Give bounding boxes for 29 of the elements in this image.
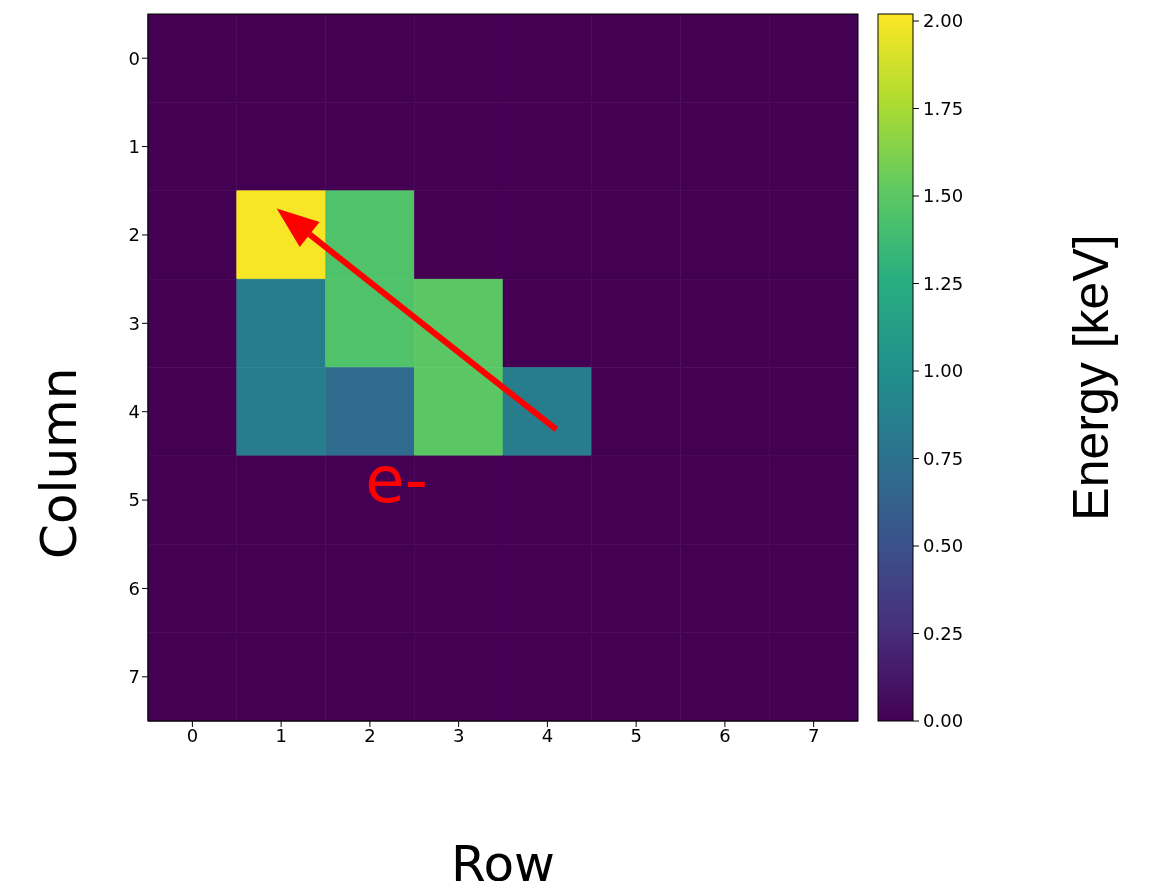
x-tick-label: 6 [719,724,731,746]
y-tick-label: 5 [128,489,140,511]
y-tick-label: 1 [128,135,140,157]
y-tick-label: 7 [128,666,140,688]
color-bar-label: 1.50 [923,185,964,206]
y-axis-title: Column [29,367,88,559]
y-tick-label: 3 [128,312,140,334]
y-tick-label: 0 [128,47,140,69]
color-bar-title: Energy [keV] [1063,234,1119,521]
x-tick-label: 0 [186,724,199,746]
y-tick-label: 2 [128,224,140,246]
color-bar-label: 0.50 [923,535,964,556]
color-bar-label: 1.25 [923,272,964,294]
x-tick-label: 5 [630,724,642,746]
color-bar-label: 0.25 [923,622,964,644]
x-tick-label: 4 [541,724,554,746]
y-tick-label: 4 [128,401,140,423]
x-tick-label: 3 [452,724,465,746]
annotation: e- [365,443,428,518]
color-bar-label: 0.75 [923,447,964,469]
y-tick-label: 6 [128,577,140,599]
x-tick-label: 2 [364,724,376,746]
color-bar-label: 2.00 [923,10,964,31]
color-bar-label: 1.00 [923,360,964,381]
color-bar-label: 0.00 [923,710,964,731]
x-tick-label: 1 [275,724,287,746]
x-tick-label: 7 [807,724,820,746]
color-bar-label: 1.75 [923,97,964,119]
x-axis-title: Row [451,835,555,892]
